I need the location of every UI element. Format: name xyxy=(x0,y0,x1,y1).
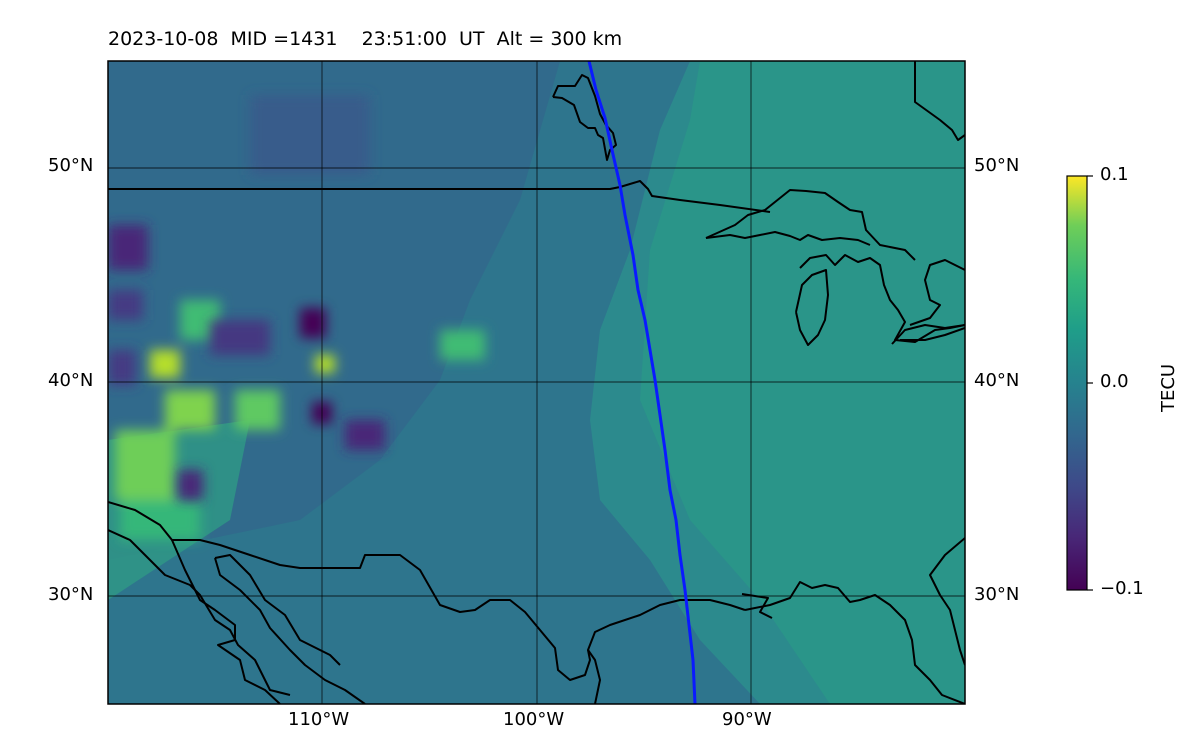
colorbar-tick-label: −0.1 xyxy=(1100,578,1144,599)
lat-tick-label: 50°N xyxy=(48,155,94,176)
lat-tick-label: 30°N xyxy=(48,584,94,605)
colorbar-ticks xyxy=(1087,175,1093,591)
lat-tick-label-right: 40°N xyxy=(974,370,1020,391)
colorbar-label: TECU xyxy=(1158,363,1179,412)
graticule xyxy=(108,61,965,704)
colorbar-tick-label: 0.1 xyxy=(1100,164,1129,185)
colorbar xyxy=(1066,175,1088,591)
lat-tick-label-right: 50°N xyxy=(974,155,1020,176)
coastlines xyxy=(108,61,965,704)
lon-tick-label: 100°W xyxy=(503,709,565,730)
colorbar-tick-label: 0.0 xyxy=(1100,371,1129,392)
lat-tick-label: 40°N xyxy=(48,370,94,391)
tec-field xyxy=(108,61,965,704)
lat-tick-label-right: 30°N xyxy=(974,584,1020,605)
map-frame xyxy=(107,60,966,705)
lon-tick-label: 90°W xyxy=(722,709,772,730)
satellite-track xyxy=(587,61,697,704)
lon-tick-label: 110°W xyxy=(288,709,350,730)
map-title: 2023-10-08 MID =1431 23:51:00 UT Alt = 3… xyxy=(108,28,623,50)
